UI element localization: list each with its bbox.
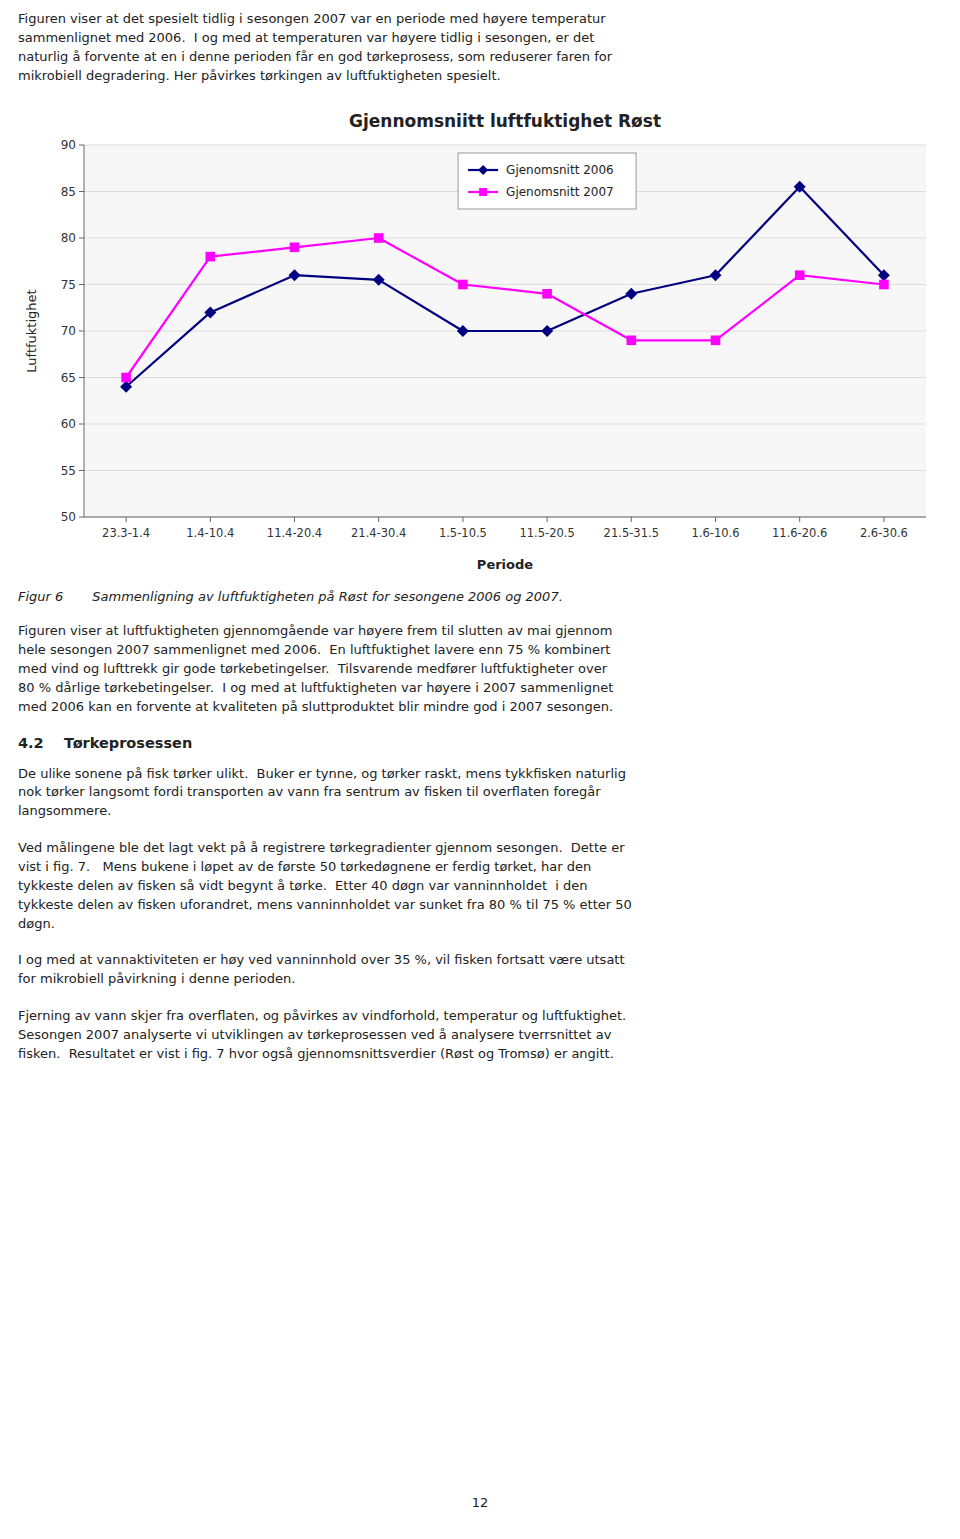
data-point <box>625 288 637 300</box>
y-axis-label: Luftfuktighet <box>24 290 39 373</box>
y-tick-label: 50 <box>61 510 76 524</box>
y-tick-label: 80 <box>61 231 76 245</box>
series-line <box>126 187 884 387</box>
body-text: Figuren viser at luftfuktigheten gjennom… <box>18 622 942 716</box>
data-point <box>374 234 384 244</box>
y-tick <box>79 191 84 192</box>
y-tick-label: 70 <box>61 324 76 338</box>
legend-box <box>458 153 636 209</box>
y-tick <box>79 284 84 285</box>
data-point <box>794 181 806 193</box>
x-tick-label: 11.5-20.5 <box>519 526 574 540</box>
y-tick-label: 65 <box>61 371 76 385</box>
data-point <box>204 307 216 319</box>
y-tick <box>79 517 84 518</box>
data-point <box>879 280 889 290</box>
plot-marks <box>120 181 890 393</box>
data-point <box>541 325 553 337</box>
x-tick <box>126 517 127 522</box>
data-point <box>795 271 805 281</box>
legend: Gjenomsnitt 2006 Gjenomsnitt 2007 <box>458 153 636 209</box>
legend-marker <box>479 188 487 196</box>
legend-label: Gjenomsnitt 2007 <box>506 185 614 199</box>
data-point <box>710 270 722 282</box>
y-tick-label: 85 <box>61 185 76 199</box>
data-point <box>120 381 132 393</box>
x-tick-label: 2.6-30.6 <box>860 526 908 540</box>
body-text: Ved målingene ble det lagt vekt på å reg… <box>18 839 942 933</box>
y-tick <box>79 470 84 471</box>
grid-line <box>84 470 926 471</box>
series-line <box>126 238 884 378</box>
body-text: De ulike sonene på fisk tørker ulikt. Bu… <box>18 765 942 822</box>
x-tick <box>294 517 295 522</box>
grid-line <box>84 424 926 425</box>
chart-title: Gjennomsniitt luftfuktighet Røst <box>349 111 661 131</box>
data-point <box>121 373 131 383</box>
x-tick-label: 11.4-20.4 <box>267 526 322 540</box>
x-tick-label: 1.6-10.6 <box>691 526 739 540</box>
y-tick <box>79 377 84 378</box>
data-point <box>290 243 300 253</box>
data-point <box>542 289 552 299</box>
y-tick <box>79 424 84 425</box>
y-tick-label: 90 <box>61 138 76 152</box>
legend-marker <box>478 165 488 175</box>
grid-line <box>84 145 926 146</box>
y-tick-label: 60 <box>61 417 76 431</box>
x-tick-label: 11.6-20.6 <box>772 526 827 540</box>
y-tick-label: 75 <box>61 278 76 292</box>
x-axis-label: Periode <box>477 557 533 572</box>
data-point <box>289 270 301 282</box>
x-tick <box>462 517 463 522</box>
data-point <box>206 252 216 262</box>
x-tick <box>883 517 884 522</box>
grid-line <box>84 377 926 378</box>
x-tick-label: 23.3-1.4 <box>102 526 150 540</box>
y-axis-line <box>84 145 85 517</box>
x-tick-label: 21.5-31.5 <box>604 526 659 540</box>
caption: Figur 6 Sammenligning av luftfuktigheten… <box>18 589 942 604</box>
intro-text: Figuren viser at det spesielt tidlig i s… <box>18 10 942 85</box>
x-tick-label: 21.4-30.4 <box>351 526 406 540</box>
x-tick <box>210 517 211 522</box>
y-tick-label: 55 <box>61 464 76 478</box>
y-tick <box>79 331 84 332</box>
grid-line <box>84 238 926 239</box>
y-tick <box>79 238 84 239</box>
x-tick <box>799 517 800 522</box>
section-header: 4.2 Tørkeprosessen <box>18 735 942 751</box>
grid-line <box>84 284 926 285</box>
plot-area <box>84 145 926 517</box>
line-chart: 50 55 60 65 70 75 80 85 90 23.3-1.4 1.4-10.4 11.4-2… <box>18 103 942 583</box>
data-point <box>878 270 890 282</box>
data-point <box>458 280 468 290</box>
x-tick <box>715 517 716 522</box>
legend-label: Gjenomsnitt 2006 <box>506 163 614 177</box>
body-text: I og med at vannaktiviteten er høy ved v… <box>18 951 942 989</box>
data-point <box>373 274 385 286</box>
data-point <box>627 336 637 346</box>
page: Figuren viser at det spesielt tidlig i s… <box>18 10 942 1082</box>
x-tick <box>547 517 548 522</box>
x-tick-label: 1.5-10.5 <box>439 526 487 540</box>
x-tick-label: 1.4-10.4 <box>186 526 234 540</box>
y-tick <box>79 145 84 146</box>
data-point <box>711 336 721 346</box>
data-point <box>457 325 469 337</box>
x-tick <box>378 517 379 522</box>
body-text: Fjerning av vann skjer fra overflaten, o… <box>18 1007 942 1064</box>
page-number: 12 <box>0 1495 960 1510</box>
x-tick <box>631 517 632 522</box>
